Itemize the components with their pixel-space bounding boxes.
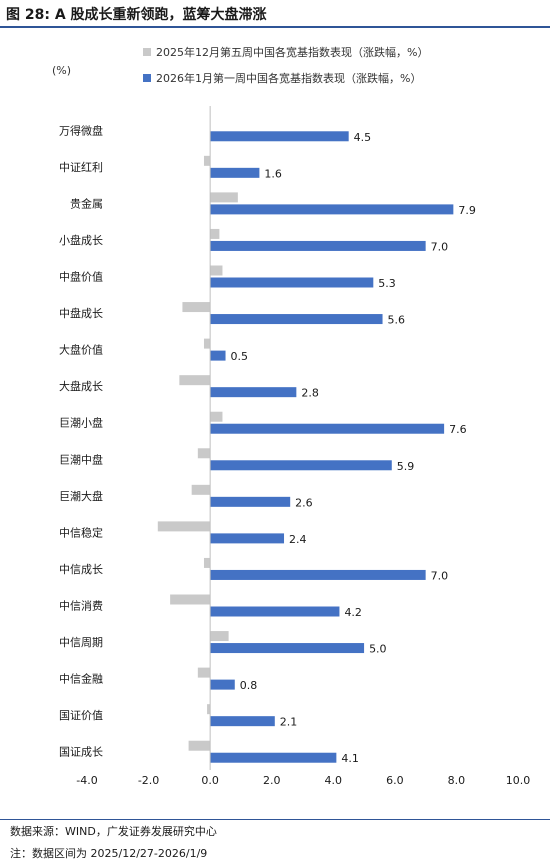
data-label: 2.1 <box>280 716 298 729</box>
legend-swatch-1 <box>143 48 151 56</box>
title-divider <box>0 26 550 28</box>
x-tick-label: 8.0 <box>448 774 466 787</box>
bar-series-1 <box>197 448 211 459</box>
category-label: 小盘成长 <box>59 233 103 247</box>
category-label: 贵金属 <box>70 196 103 210</box>
data-label: 7.6 <box>449 423 467 436</box>
bar-series-2 <box>210 204 454 215</box>
bar-series-2 <box>210 167 260 178</box>
bar-series-1 <box>210 192 238 203</box>
bar-series-2 <box>210 131 349 142</box>
data-label: 4.1 <box>341 752 359 765</box>
bar-series-2 <box>210 314 383 325</box>
bar-series-1 <box>210 265 223 276</box>
data-label: 7.9 <box>458 204 476 217</box>
x-tick-label: 4.0 <box>325 774 343 787</box>
data-label: 1.6 <box>264 167 282 180</box>
category-label: 国证价值 <box>59 709 103 722</box>
category-label: 大盘价值 <box>59 343 103 357</box>
bar-series-1 <box>170 594 211 605</box>
category-label: 大盘成长 <box>59 379 103 393</box>
bar-series-1 <box>182 302 211 313</box>
bar-series-2 <box>210 643 365 654</box>
data-label: 5.9 <box>397 460 415 473</box>
figure-title-bar: 图 28: A 股成长重新领跑，蓝筹大盘滞涨 <box>0 0 550 26</box>
figure-title: 图 28: A 股成长重新领跑，蓝筹大盘滞涨 <box>6 4 267 24</box>
source-note: 数据来源：WIND，广发证券发展研究中心 <box>10 825 217 838</box>
unit-label: (%) <box>52 64 71 77</box>
figure-number: 图 28: <box>6 7 50 23</box>
bar-series-1 <box>157 521 211 532</box>
category-label: 万得微盘 <box>59 123 103 137</box>
bar-series-2 <box>210 240 426 251</box>
data-label: 5.3 <box>378 277 396 290</box>
bar-series-2 <box>210 277 374 288</box>
data-label: 7.0 <box>431 240 449 253</box>
bar-series-1 <box>179 375 211 386</box>
x-tick-label: -4.0 <box>76 774 97 787</box>
x-tick-label: 2.0 <box>263 774 281 787</box>
category-label: 中信消费 <box>59 599 103 613</box>
category-label: 巨潮小盘 <box>59 416 103 430</box>
category-label: 中信周期 <box>59 636 103 649</box>
category-label: 巨潮中盘 <box>59 452 103 466</box>
bar-series-2 <box>210 752 337 763</box>
category-label: 国证成长 <box>59 746 103 759</box>
category-label: 中盘价值 <box>59 270 103 284</box>
data-label: 2.6 <box>295 496 313 509</box>
footer-divider <box>0 819 550 820</box>
bar-series-1 <box>210 228 220 239</box>
category-label: 中信稳定 <box>59 525 103 539</box>
figure-title-text: A 股成长重新领跑，蓝筹大盘滞涨 <box>54 7 267 23</box>
x-tick-label: 6.0 <box>386 774 404 787</box>
category-label: 中信金融 <box>59 672 103 686</box>
category-label: 中信成长 <box>59 563 103 576</box>
bar-series-1 <box>203 155 211 166</box>
category-label: 巨潮大盘 <box>59 489 103 503</box>
period-note: 注：数据区间为 2025/12/27-2026/1/9 <box>10 847 208 860</box>
x-tick-label: 0.0 <box>201 774 219 787</box>
bar-series-2 <box>210 350 226 361</box>
category-label: 中盘成长 <box>59 306 103 320</box>
bar-series-2 <box>210 423 445 434</box>
bar-series-1 <box>210 631 229 642</box>
data-label: 2.4 <box>289 533 307 546</box>
bar-series-1 <box>203 338 211 349</box>
bar-series-2 <box>210 496 291 507</box>
bar-chart: 2025年12月第五周中国各宽基指数表现（涨跌幅，%） 2026年1月第一周中国各… <box>52 45 530 787</box>
bar-series-1 <box>197 667 211 678</box>
category-label: 中证红利 <box>59 161 103 174</box>
legend-label-1: 2025年12月第五周中国各宽基指数表现（涨跌幅，%） <box>156 45 428 59</box>
bar-series-1 <box>210 411 223 422</box>
data-label: 5.6 <box>388 314 406 327</box>
chart-legend: 2025年12月第五周中国各宽基指数表现（涨跌幅，%） 2026年1月第一周中国各… <box>143 45 428 85</box>
bar-series-2 <box>210 533 285 544</box>
data-label: 5.0 <box>369 643 387 656</box>
bar-series-1 <box>188 740 211 751</box>
bar-series-1 <box>207 704 211 715</box>
data-label: 4.2 <box>344 606 362 619</box>
legend-label-2: 2026年1月第一周中国各宽基指数表现（涨跌幅，%） <box>156 71 421 85</box>
bar-series-1 <box>203 557 211 568</box>
bar-series-2 <box>210 460 392 471</box>
bar-series-2 <box>210 606 340 617</box>
x-tick-label: -2.0 <box>138 774 159 787</box>
bar-series-2 <box>210 569 426 580</box>
bar-series-2 <box>210 387 297 398</box>
bar-series-2 <box>210 716 275 727</box>
bars-group: 万得微盘 4.5 中证红利 1.6 贵金属 7.9 小盘成长 7.0 中盘价值 5.3 中盘成长 5.… <box>59 123 476 765</box>
data-label: 0.5 <box>231 350 249 363</box>
data-label: 4.5 <box>354 131 372 144</box>
legend-swatch-2 <box>143 74 151 82</box>
axes-group: -4.0 -2.0 0.0 2.0 4.0 6.0 8.0 10.0 <box>76 106 530 787</box>
x-tick-label: 10.0 <box>506 774 531 787</box>
data-label: 2.8 <box>301 387 319 400</box>
data-label: 0.8 <box>240 679 258 692</box>
bar-series-2 <box>210 679 235 690</box>
bar-series-1 <box>191 484 211 495</box>
data-label: 7.0 <box>431 569 449 582</box>
